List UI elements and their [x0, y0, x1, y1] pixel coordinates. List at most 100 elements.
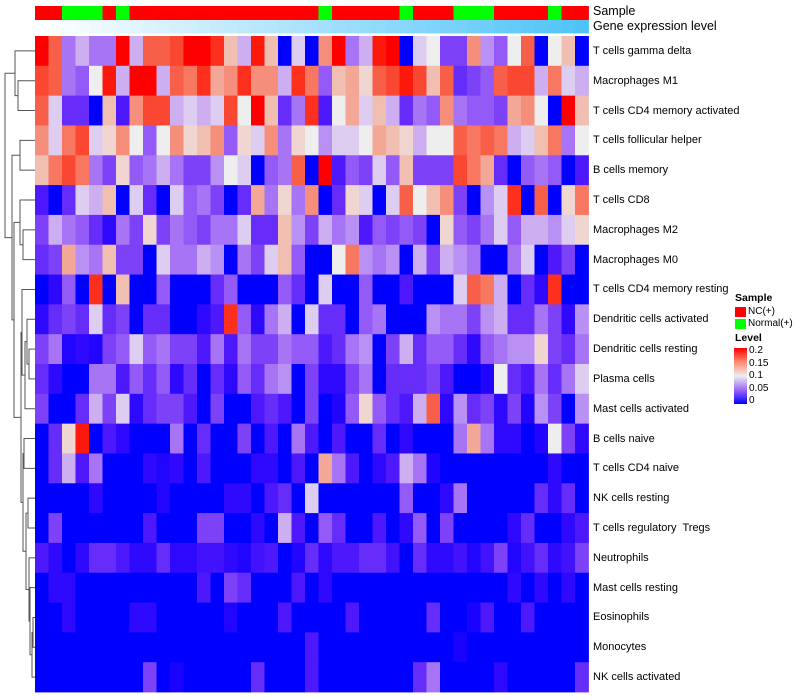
- heatmap-cell: [116, 125, 130, 156]
- heatmap-cell: [116, 364, 130, 395]
- heatmap-cell: [237, 334, 252, 365]
- heatmap-cell: [62, 185, 76, 216]
- heatmap-cell: [426, 334, 441, 365]
- gene-expression-cell: [575, 20, 589, 34]
- gene-expression-cell: [426, 20, 441, 34]
- heatmap-cell: [102, 65, 117, 97]
- heatmap-cell: [224, 513, 238, 544]
- heatmap-cell: [372, 65, 387, 97]
- heatmap-cell: [237, 423, 252, 454]
- heatmap-cell: [237, 513, 252, 544]
- heatmap-cell: [156, 95, 171, 126]
- heatmap-cell: [116, 513, 130, 544]
- heatmap-cell: [372, 185, 387, 216]
- heatmap-cell: [102, 95, 117, 126]
- heatmap-cell: [251, 364, 265, 395]
- heatmap-cell: [102, 214, 117, 246]
- heatmap-cell: [143, 453, 157, 484]
- heatmap-cell: [129, 274, 144, 305]
- heatmap-cell: [48, 185, 63, 216]
- heatmap-cell: [426, 65, 441, 97]
- heatmap-cell: [305, 214, 319, 246]
- heatmap-cell: [129, 214, 144, 246]
- heatmap-cell: [372, 274, 387, 305]
- heatmap-cell: [413, 304, 427, 335]
- heatmap-cell: [62, 513, 76, 544]
- heatmap-cell: [575, 65, 589, 97]
- heatmap-cell: [467, 453, 481, 484]
- sample-annotation-cell: [102, 6, 117, 21]
- heatmap-cell: [507, 185, 522, 216]
- heatmap-cell: [345, 602, 360, 633]
- heatmap-cell: [62, 95, 76, 126]
- heatmap-cell: [494, 513, 508, 544]
- heatmap-cell: [278, 572, 292, 603]
- heatmap-cell: [62, 36, 76, 67]
- heatmap-cell: [210, 155, 225, 186]
- heatmap-cell: [480, 632, 495, 663]
- heatmap-cell: [48, 274, 63, 305]
- heatmap-cell: [561, 244, 576, 275]
- heatmap-cell: [143, 572, 157, 603]
- heatmap-cell: [62, 214, 76, 246]
- heatmap-cell: [210, 274, 225, 305]
- dendrogram-branch: [13, 221, 21, 418]
- heatmap-cell: [413, 632, 427, 663]
- heatmap-cell: [507, 453, 522, 484]
- heatmap-cell: [237, 662, 252, 693]
- heatmap-cell: [453, 662, 468, 693]
- heatmap-cell: [224, 36, 238, 67]
- heatmap-cell: [224, 602, 238, 633]
- heatmap-cell: [453, 364, 468, 395]
- heatmap-cell: [413, 334, 427, 365]
- heatmap-cell: [291, 602, 306, 633]
- heatmap-cell: [62, 65, 76, 97]
- heatmap-cell: [143, 423, 157, 454]
- heatmap-cell: [197, 244, 211, 275]
- heatmap-cell: [89, 65, 103, 97]
- heatmap-cell: [575, 602, 589, 633]
- heatmap-cell: [426, 513, 441, 544]
- heatmap-cell: [494, 453, 508, 484]
- heatmap-cell: [318, 65, 333, 97]
- dendrogram-branch: [27, 497, 35, 529]
- sample-annotation-cell: [170, 6, 184, 21]
- sample-annotation-cell: [224, 6, 238, 21]
- heatmap-cell: [426, 453, 441, 484]
- heatmap-cell: [332, 214, 346, 246]
- heatmap-cell: [143, 65, 157, 97]
- heatmap-cell: [197, 155, 211, 186]
- heatmap-cell: [237, 65, 252, 97]
- heatmap-cell: [359, 513, 373, 544]
- heatmap-cell: [48, 36, 63, 67]
- heatmap-cell: [399, 513, 414, 544]
- heatmap-cell: [453, 304, 468, 335]
- heatmap-cell: [507, 364, 522, 395]
- heatmap-cell: [521, 95, 535, 126]
- heatmap-cell: [305, 602, 319, 633]
- heatmap-cell: [156, 453, 171, 484]
- heatmap-cell: [251, 185, 265, 216]
- normal-swatch: [735, 318, 746, 329]
- row-label: Macrophages M1: [593, 74, 678, 87]
- heatmap-cell: [534, 65, 549, 97]
- heatmap-cell: [453, 36, 468, 67]
- heatmap-cell: [494, 214, 508, 246]
- heatmap-cell: [332, 513, 346, 544]
- heatmap-cell: [48, 244, 63, 275]
- level-tick: 0.05: [749, 382, 769, 394]
- heatmap-cell: [116, 36, 130, 67]
- gene-expression-cell: [345, 20, 360, 34]
- heatmap-cell: [359, 155, 373, 186]
- heatmap-cell: [237, 393, 252, 425]
- heatmap-cell: [345, 572, 360, 603]
- heatmap-cell: [494, 542, 508, 574]
- heatmap-cell: [251, 95, 265, 126]
- heatmap-cell: [237, 602, 252, 633]
- heatmap-cell: [278, 513, 292, 544]
- heatmap-cell: [372, 125, 387, 156]
- heatmap-cell: [278, 125, 292, 156]
- heatmap-cell: [156, 125, 171, 156]
- heatmap-cell: [345, 662, 360, 693]
- heatmap-cell: [305, 483, 319, 514]
